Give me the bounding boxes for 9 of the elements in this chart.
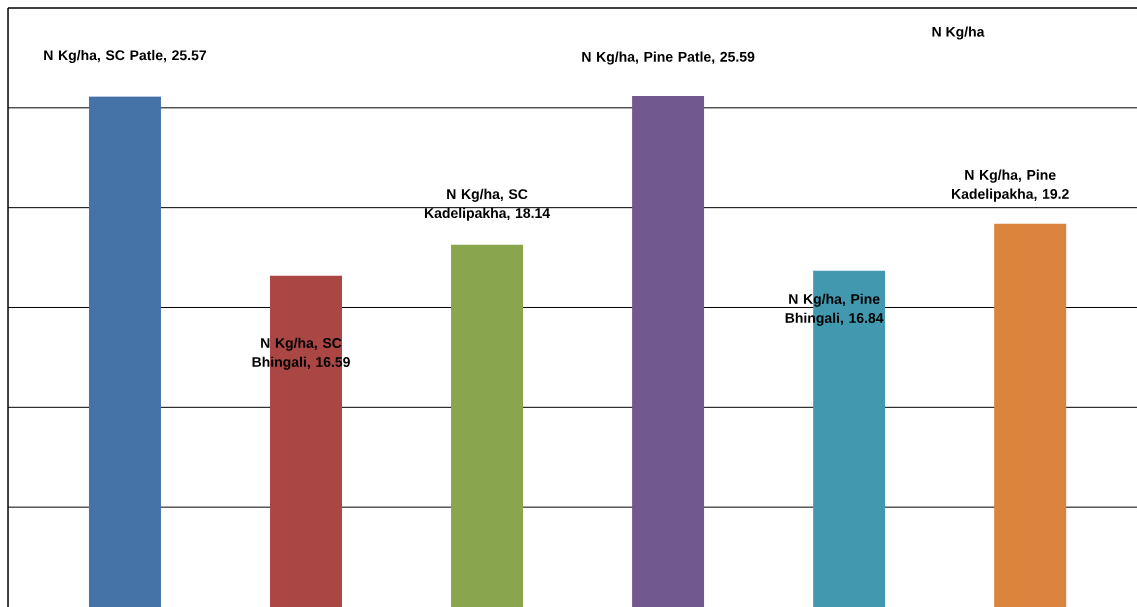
data-label: N Kg/ha, Pine Patle, 25.59 [582, 51, 755, 65]
data-label: N Kg/ha, SC Patle, 25.57 [44, 49, 207, 63]
data-label: N Kg/ha, Pine Kadelipakha, 19.2 [951, 169, 1069, 202]
text: N Kg/ha [932, 26, 985, 40]
bar [632, 96, 705, 607]
bar [994, 223, 1067, 607]
bar [451, 244, 524, 607]
bar [88, 96, 161, 607]
data-label: N Kg/ha, SC Kadelipakha, 18.14 [424, 188, 551, 221]
